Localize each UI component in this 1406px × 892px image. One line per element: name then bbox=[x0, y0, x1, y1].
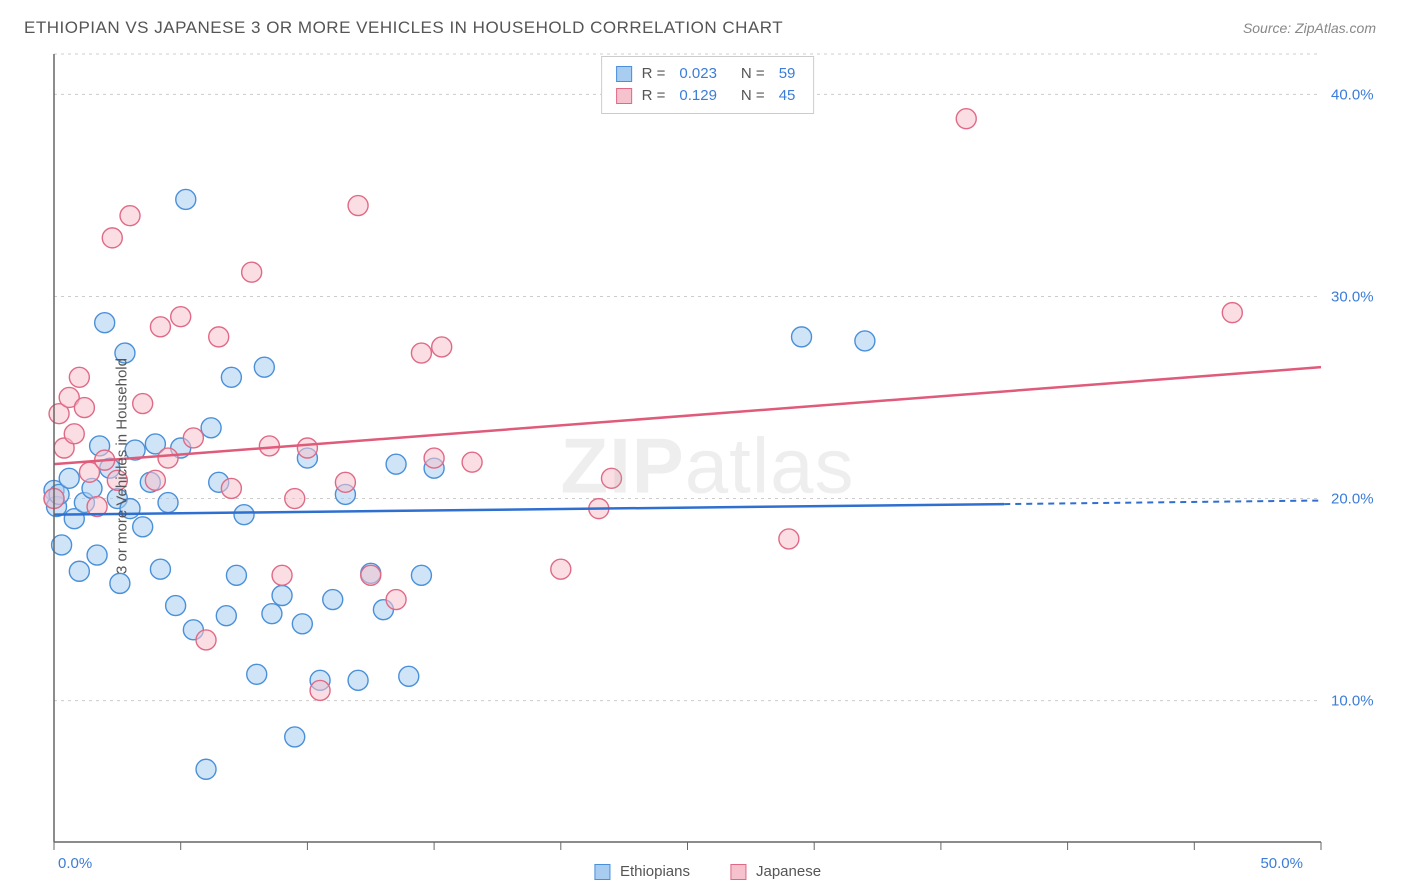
data-point bbox=[150, 317, 170, 337]
data-point bbox=[59, 468, 79, 488]
chart-title: ETHIOPIAN VS JAPANESE 3 OR MORE VEHICLES… bbox=[24, 18, 783, 38]
data-point bbox=[297, 438, 317, 458]
data-point bbox=[323, 590, 343, 610]
y-axis-label: 3 or more Vehicles in Household bbox=[113, 358, 130, 574]
data-point bbox=[196, 759, 216, 779]
data-point bbox=[262, 604, 282, 624]
data-point bbox=[1222, 303, 1242, 323]
data-point bbox=[234, 505, 254, 525]
data-point bbox=[226, 565, 246, 585]
data-point bbox=[150, 559, 170, 579]
data-point bbox=[386, 590, 406, 610]
data-point bbox=[348, 196, 368, 216]
data-point bbox=[285, 489, 305, 509]
trend-line bbox=[54, 367, 1321, 464]
trend-line-extrapolated bbox=[1004, 501, 1321, 505]
data-point bbox=[133, 517, 153, 537]
svg-text:40.0%: 40.0% bbox=[1331, 86, 1374, 103]
data-point bbox=[399, 666, 419, 686]
data-point bbox=[361, 565, 381, 585]
data-point bbox=[272, 565, 292, 585]
legend-item: Japanese bbox=[730, 863, 821, 880]
data-point bbox=[176, 189, 196, 209]
data-point bbox=[956, 109, 976, 129]
data-point bbox=[69, 561, 89, 581]
svg-text:0.0%: 0.0% bbox=[58, 855, 92, 872]
stats-row: R =0.023 N =59 bbox=[616, 63, 800, 85]
data-point bbox=[196, 630, 216, 650]
data-point bbox=[411, 565, 431, 585]
legend-item: Ethiopians bbox=[594, 863, 690, 880]
data-point bbox=[254, 357, 274, 377]
svg-text:30.0%: 30.0% bbox=[1331, 288, 1374, 305]
data-point bbox=[120, 206, 140, 226]
data-point bbox=[551, 559, 571, 579]
data-point bbox=[110, 573, 130, 593]
data-point bbox=[209, 327, 229, 347]
data-point bbox=[221, 478, 241, 498]
data-point bbox=[145, 470, 165, 490]
data-point bbox=[102, 228, 122, 248]
data-point bbox=[216, 606, 236, 626]
data-point bbox=[201, 418, 221, 438]
data-point bbox=[462, 452, 482, 472]
data-point bbox=[285, 727, 305, 747]
data-point bbox=[171, 307, 191, 327]
chart-container: 3 or more Vehicles in Household 10.0% 20.… bbox=[24, 50, 1391, 882]
data-point bbox=[166, 596, 186, 616]
data-point bbox=[432, 337, 452, 357]
data-point bbox=[386, 454, 406, 474]
data-point bbox=[221, 367, 241, 387]
data-point bbox=[792, 327, 812, 347]
svg-text:10.0%: 10.0% bbox=[1331, 693, 1374, 710]
data-point bbox=[74, 398, 94, 418]
data-point bbox=[272, 585, 292, 605]
data-point bbox=[183, 428, 203, 448]
data-point bbox=[601, 468, 621, 488]
scatter-chart: 10.0% 20.0% 30.0% 40.0% 0.0% 50.0% bbox=[24, 50, 1391, 882]
data-point bbox=[242, 262, 262, 282]
data-point bbox=[95, 313, 115, 333]
svg-text:50.0%: 50.0% bbox=[1260, 855, 1303, 872]
data-point bbox=[411, 343, 431, 363]
svg-text:20.0%: 20.0% bbox=[1331, 491, 1374, 508]
data-point bbox=[69, 367, 89, 387]
trend-line bbox=[54, 504, 1004, 515]
stats-row: R =0.129 N =45 bbox=[616, 85, 800, 107]
data-point bbox=[335, 472, 355, 492]
data-point bbox=[310, 680, 330, 700]
data-point bbox=[158, 493, 178, 513]
data-point bbox=[779, 529, 799, 549]
stats-legend: R =0.023 N =59 R =0.129 N =45 bbox=[601, 56, 815, 114]
data-point bbox=[87, 545, 107, 565]
data-point bbox=[64, 424, 84, 444]
data-point bbox=[855, 331, 875, 351]
data-point bbox=[158, 448, 178, 468]
data-point bbox=[348, 670, 368, 690]
data-point bbox=[424, 448, 444, 468]
source-label: Source: ZipAtlas.com bbox=[1243, 20, 1376, 36]
data-point bbox=[247, 664, 267, 684]
series-legend: Ethiopians Japanese bbox=[594, 863, 821, 880]
data-point bbox=[292, 614, 312, 634]
data-point bbox=[133, 394, 153, 414]
